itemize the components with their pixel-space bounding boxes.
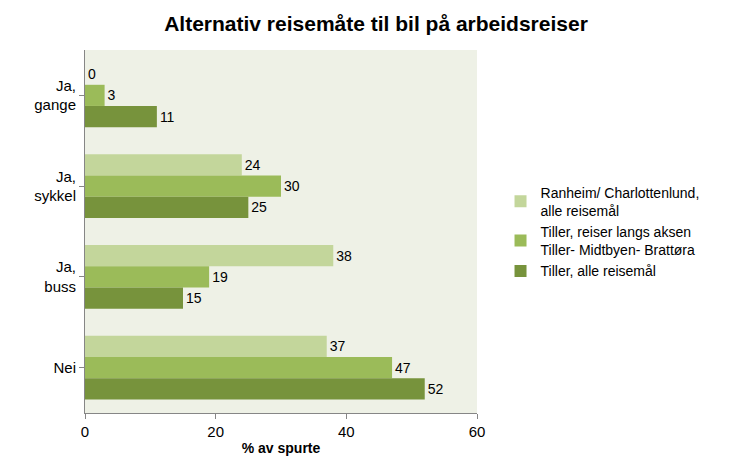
svg-text:24: 24 bbox=[245, 157, 261, 173]
svg-text:Tiller, alle reisemål: Tiller, alle reisemål bbox=[541, 263, 656, 279]
svg-text:25: 25 bbox=[251, 199, 267, 215]
svg-text:Ranheim/ Charlottenlund,alle r: Ranheim/ Charlottenlund,alle reisemål bbox=[541, 185, 700, 219]
svg-text:38: 38 bbox=[336, 248, 352, 264]
svg-text:Alternativ reisemåte til bil p: Alternativ reisemåte til bil på arbeidsr… bbox=[164, 12, 588, 35]
svg-text:3: 3 bbox=[108, 87, 116, 103]
svg-text:60: 60 bbox=[469, 423, 486, 440]
svg-text:40: 40 bbox=[338, 423, 355, 440]
svg-text:Ja,sykkel: Ja,sykkel bbox=[34, 168, 76, 205]
svg-text:11: 11 bbox=[160, 109, 175, 125]
svg-text:30: 30 bbox=[284, 178, 300, 194]
svg-text:% av spurte: % av spurte bbox=[242, 440, 321, 456]
svg-text:15: 15 bbox=[186, 290, 202, 306]
svg-text:0: 0 bbox=[81, 423, 89, 440]
svg-text:20: 20 bbox=[207, 423, 224, 440]
svg-text:19: 19 bbox=[212, 269, 228, 285]
svg-text:37: 37 bbox=[330, 338, 346, 354]
svg-text:52: 52 bbox=[428, 381, 444, 397]
svg-text:Nei: Nei bbox=[53, 359, 76, 376]
svg-text:Ja,buss: Ja,buss bbox=[44, 258, 76, 295]
svg-text:47: 47 bbox=[395, 360, 411, 376]
svg-text:Ja,gange: Ja,gange bbox=[34, 77, 76, 114]
svg-text:0: 0 bbox=[88, 66, 96, 82]
svg-text:Tiller, reiser langs aksenTill: Tiller, reiser langs aksenTiller- Midtby… bbox=[541, 224, 696, 258]
